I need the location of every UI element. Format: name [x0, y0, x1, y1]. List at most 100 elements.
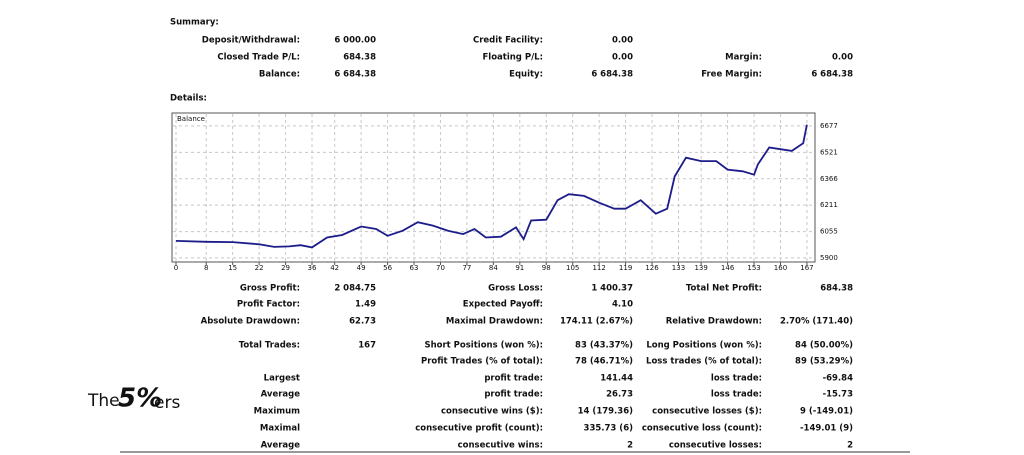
cell-value: 684.38 — [820, 284, 853, 294]
y-tick-label: 6677 — [820, 122, 838, 130]
cell-label: loss trade: — [711, 390, 762, 400]
x-tick-label: 8 — [204, 264, 208, 272]
cell-value: 84 (50.00%) — [795, 341, 853, 351]
balance-line — [175, 124, 808, 249]
cell-value: 9 (-149.01) — [800, 407, 853, 417]
cell-label: Gross Loss: — [488, 284, 543, 294]
cell-value: 141.44 — [600, 374, 633, 384]
cell-value: 6 684.38 — [591, 70, 633, 80]
cell-value: 1 400.37 — [591, 284, 633, 294]
x-tick-label: 49 — [357, 264, 366, 272]
cell-label: Long Positions (won %): — [646, 341, 762, 351]
x-tick-label: 153 — [747, 264, 760, 272]
cell-value: 2.70% (171.40) — [780, 317, 853, 327]
cell-label: profit trade: — [484, 374, 543, 384]
x-tick-label: 160 — [774, 264, 787, 272]
cell-value: 6 684.38 — [334, 70, 376, 80]
cell-label: Profit Trades (% of total): — [421, 357, 543, 367]
details-title: Details: — [170, 94, 207, 104]
logo-prefix: The — [87, 391, 120, 411]
x-tick-label: 56 — [383, 264, 392, 272]
x-tick-label: 133 — [672, 264, 685, 272]
cell-value: -149.01 (9) — [800, 424, 853, 434]
cell-value: 0.00 — [612, 53, 633, 63]
cell-value: 6 684.38 — [811, 70, 853, 80]
cell-value: 83 (43.37%) — [575, 341, 633, 351]
cell-value: 2 084.75 — [334, 284, 376, 294]
logo-suffix: ers — [154, 393, 180, 413]
x-tick-label: 139 — [694, 264, 707, 272]
x-tick-label: 0 — [174, 264, 178, 272]
x-tick-label: 29 — [281, 264, 290, 272]
cell-value: 167 — [358, 341, 376, 351]
cell-label: Credit Facility: — [473, 36, 543, 46]
x-tick-label: 112 — [592, 264, 605, 272]
cell-label: Maximum — [254, 407, 300, 417]
x-tick-label: 126 — [645, 264, 659, 272]
logo-mark: 5% — [118, 384, 162, 414]
cell-label: consecutive wins: — [458, 441, 543, 451]
cell-value: 6 000.00 — [334, 36, 376, 46]
cell-value: 335.73 (6) — [584, 424, 634, 434]
x-tick-label: 77 — [462, 264, 471, 272]
cell-label: consecutive losses: — [669, 441, 762, 451]
cell-value: 174.11 (2.67%) — [560, 317, 633, 327]
y-tick-label: 6521 — [820, 148, 838, 156]
cell-label: Relative Drawdown: — [666, 317, 762, 327]
cell-value: 1.49 — [355, 300, 376, 310]
cell-value: 62.73 — [349, 317, 376, 327]
cell-label: consecutive wins ($): — [441, 407, 543, 417]
x-tick-label: 167 — [800, 264, 813, 272]
cell-label: consecutive losses ($): — [652, 407, 762, 417]
x-tick-label: 105 — [566, 264, 579, 272]
cell-label: consecutive loss (count): — [642, 424, 762, 434]
x-tick-label: 22 — [255, 264, 264, 272]
cell-label: Short Positions (won %): — [424, 341, 543, 351]
cell-label: profit trade: — [484, 390, 543, 400]
x-tick-label: 15 — [228, 264, 237, 272]
cell-label: Deposit/Withdrawal: — [202, 36, 300, 46]
cell-label: Average — [261, 441, 301, 451]
cell-value: -15.73 — [823, 390, 853, 400]
cell-label: Equity: — [509, 70, 543, 80]
cell-label: Total Trades: — [239, 341, 300, 351]
cell-value: -69.84 — [823, 374, 853, 384]
x-tick-label: 146 — [721, 264, 735, 272]
cell-value: 0.00 — [832, 53, 853, 63]
x-tick-label: 91 — [515, 264, 524, 272]
y-tick-label: 6211 — [820, 201, 838, 209]
cell-label: loss trade: — [711, 374, 762, 384]
cell-label: Profit Factor: — [237, 300, 300, 310]
cell-value: 89 (53.29%) — [795, 357, 853, 367]
cell-value: 0.00 — [612, 36, 633, 46]
cell-label: Absolute Drawdown: — [201, 317, 300, 327]
x-tick-label: 42 — [330, 264, 339, 272]
summary-title: Summary: — [170, 18, 219, 28]
y-tick-label: 6055 — [820, 228, 838, 236]
cell-label: Closed Trade P/L: — [217, 53, 300, 63]
cell-label: Total Net Profit: — [686, 284, 762, 294]
x-tick-label: 119 — [619, 264, 632, 272]
legend-label: Balance — [177, 115, 205, 123]
cell-label: Loss trades (% of total): — [646, 357, 762, 367]
x-tick-label: 84 — [489, 264, 498, 272]
cell-value: 4.10 — [612, 300, 633, 310]
y-tick-label: 6366 — [820, 175, 838, 183]
cell-label: Free Margin: — [701, 70, 762, 80]
x-tick-label: 70 — [436, 264, 445, 272]
cell-label: Maximal — [260, 424, 300, 434]
cell-value: 2 — [627, 441, 633, 451]
x-tick-label: 36 — [308, 264, 317, 272]
cell-label: Largest — [264, 374, 300, 384]
cell-value: 78 (46.71%) — [575, 357, 633, 367]
cell-label: consecutive profit (count): — [415, 424, 543, 434]
cell-label: Margin: — [725, 53, 762, 63]
cell-label: Floating P/L: — [482, 53, 543, 63]
cell-value: 2 — [847, 441, 853, 451]
cell-label: Maximal Drawdown: — [446, 317, 543, 327]
cell-value: 14 (179.36) — [578, 407, 633, 417]
cell-value: 684.38 — [343, 53, 376, 63]
y-tick-label: 5900 — [820, 254, 838, 262]
cell-label: Average — [261, 390, 301, 400]
